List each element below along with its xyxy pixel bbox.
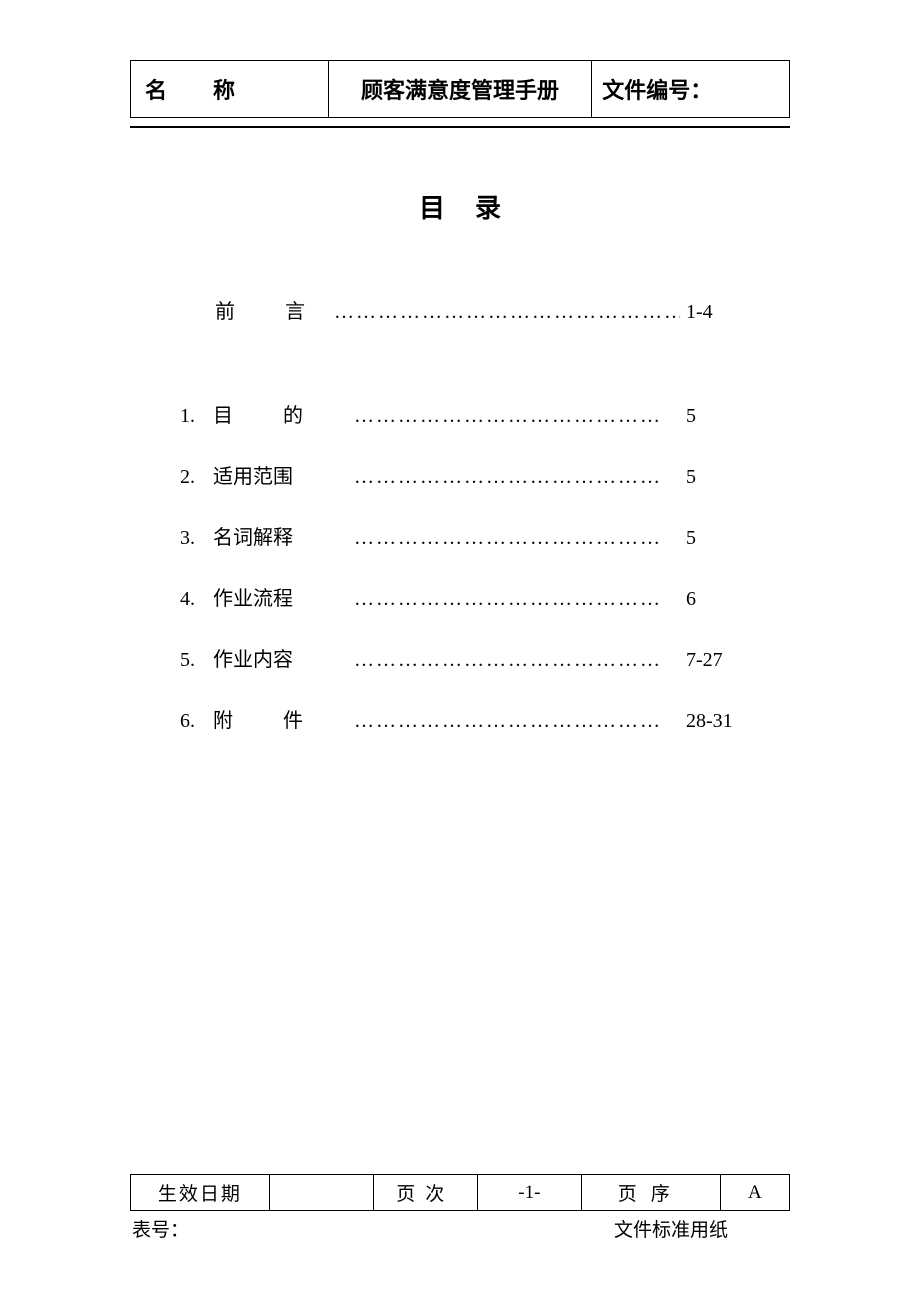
toc-preface-dots: …………………………………………… (330, 301, 680, 324)
footer: 生效日期 页次 -1- 页序 A 表号： 文件标准用纸 (130, 1174, 790, 1242)
toc-item-text: 作业流程 (213, 588, 293, 610)
toc-preface-char1: 前 (215, 301, 235, 323)
footer-page-label: 页次 (373, 1175, 477, 1211)
toc-preface-char2: 言 (285, 301, 305, 323)
footer-page-value: -1- (477, 1175, 581, 1211)
toc-item-page: 5 (680, 405, 740, 428)
toc-item-label: 5. 作业内容 (180, 643, 330, 672)
footer-seq-label: 页序 (581, 1175, 720, 1211)
toc-item-page: 7-27 (680, 649, 740, 672)
toc-item-char1: 目 (213, 405, 233, 427)
footer-eff-date-label: 生效日期 (131, 1175, 270, 1211)
toc-item-num: 5. (180, 649, 208, 672)
toc-item-char1: 附 (213, 710, 233, 732)
toc-item-text: 适用范围 (213, 466, 293, 488)
toc-item-label: 2. 适用范围 (180, 460, 330, 489)
toc-item-dots: …………………………………… (350, 466, 680, 489)
toc-item-dots: …………………………………… (350, 405, 680, 428)
toc-item-dots: …………………………………… (350, 588, 680, 611)
toc-item-row: 2. 适用范围 …………………………………… 5 (180, 460, 740, 489)
toc-item-num: 4. (180, 588, 208, 611)
footer-bottom: 表号： 文件标准用纸 (130, 1211, 790, 1242)
toc-item-label: 4. 作业流程 (180, 582, 330, 611)
toc-item-num: 1. (180, 405, 208, 428)
toc-item-dots: …………………………………… (350, 527, 680, 550)
footer-table: 生效日期 页次 -1- 页序 A (130, 1174, 790, 1211)
toc-item-label: 6. 附 件 (180, 704, 330, 733)
footer-paper-label: 文件标准用纸 (614, 1215, 788, 1242)
toc-item-text: 名词解释 (213, 527, 293, 549)
toc-item-num: 6. (180, 710, 208, 733)
header-title: 顾客满意度管理手册 (328, 61, 592, 118)
toc-container: 前 言 …………………………………………… 1-4 1. 目 的 …………………… (130, 295, 790, 733)
toc-item-page: 6 (680, 588, 740, 611)
toc-item-text: 作业内容 (213, 649, 293, 671)
toc-preface-label: 前 言 (180, 295, 330, 324)
document-page: 名 称 顾客满意度管理手册 文件编号： 目录 前 言 …………………………………… (0, 0, 920, 1302)
toc-item-label: 3. 名词解释 (180, 521, 330, 550)
toc-item-row: 5. 作业内容 …………………………………… 7-27 (180, 643, 740, 672)
header-name-label: 名 称 (131, 61, 329, 118)
footer-seq-value: A (720, 1175, 789, 1211)
header-doc-no-label: 文件编号： (592, 61, 790, 118)
toc-item-row: 6. 附 件 …………………………………… 28-31 (180, 704, 740, 733)
toc-item-num: 3. (180, 527, 208, 550)
toc-title: 目录 (130, 188, 790, 225)
toc-item-char2: 件 (283, 710, 303, 732)
toc-item-label: 1. 目 的 (180, 399, 330, 428)
footer-form-label: 表号： (132, 1215, 189, 1242)
header-table: 名 称 顾客满意度管理手册 文件编号： (130, 60, 790, 118)
toc-item-page: 28-31 (680, 710, 740, 733)
toc-item-page: 5 (680, 527, 740, 550)
toc-preface-row: 前 言 …………………………………………… 1-4 (180, 295, 740, 324)
header-underline (130, 126, 790, 128)
toc-item-page: 5 (680, 466, 740, 489)
toc-item-char2: 的 (283, 405, 303, 427)
toc-item-dots: …………………………………… (350, 649, 680, 672)
toc-item-dots: …………………………………… (350, 710, 680, 733)
toc-item-num: 2. (180, 466, 208, 489)
footer-eff-date-value (269, 1175, 373, 1211)
toc-preface-page: 1-4 (680, 301, 740, 324)
toc-item-row: 3. 名词解释 …………………………………… 5 (180, 521, 740, 550)
toc-item-row: 1. 目 的 …………………………………… 5 (180, 399, 740, 428)
toc-item-row: 4. 作业流程 …………………………………… 6 (180, 582, 740, 611)
